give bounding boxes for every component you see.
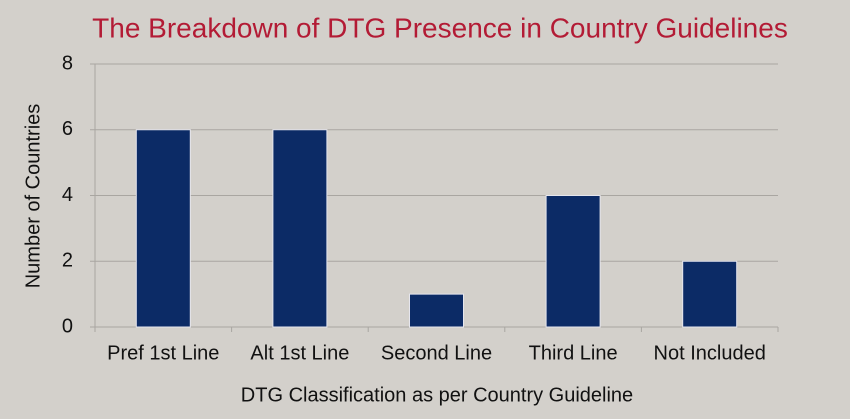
y-tick-label: 8	[62, 52, 73, 74]
bar	[135, 129, 191, 328]
x-tick-label: Pref 1st Line	[107, 342, 219, 364]
x-axis-title: DTG Classification as per Country Guidel…	[241, 384, 633, 406]
y-tick-label: 2	[62, 250, 73, 272]
y-tick-label: 4	[62, 184, 73, 206]
bar	[545, 195, 601, 328]
bar	[409, 293, 464, 328]
x-tick-label: Alt 1st Line	[250, 342, 349, 364]
bar	[682, 260, 738, 328]
bar	[272, 129, 328, 328]
x-tick-label: Not Included	[654, 342, 766, 364]
y-tick-label: 6	[62, 118, 73, 140]
chart-title: The Breakdown of DTG Presence in Country…	[92, 12, 788, 43]
y-axis-title: Number of Countries	[22, 104, 44, 289]
x-tick-label: Third Line	[529, 342, 618, 364]
y-tick-label: 0	[62, 315, 73, 337]
x-tick-label: Second Line	[381, 342, 492, 364]
